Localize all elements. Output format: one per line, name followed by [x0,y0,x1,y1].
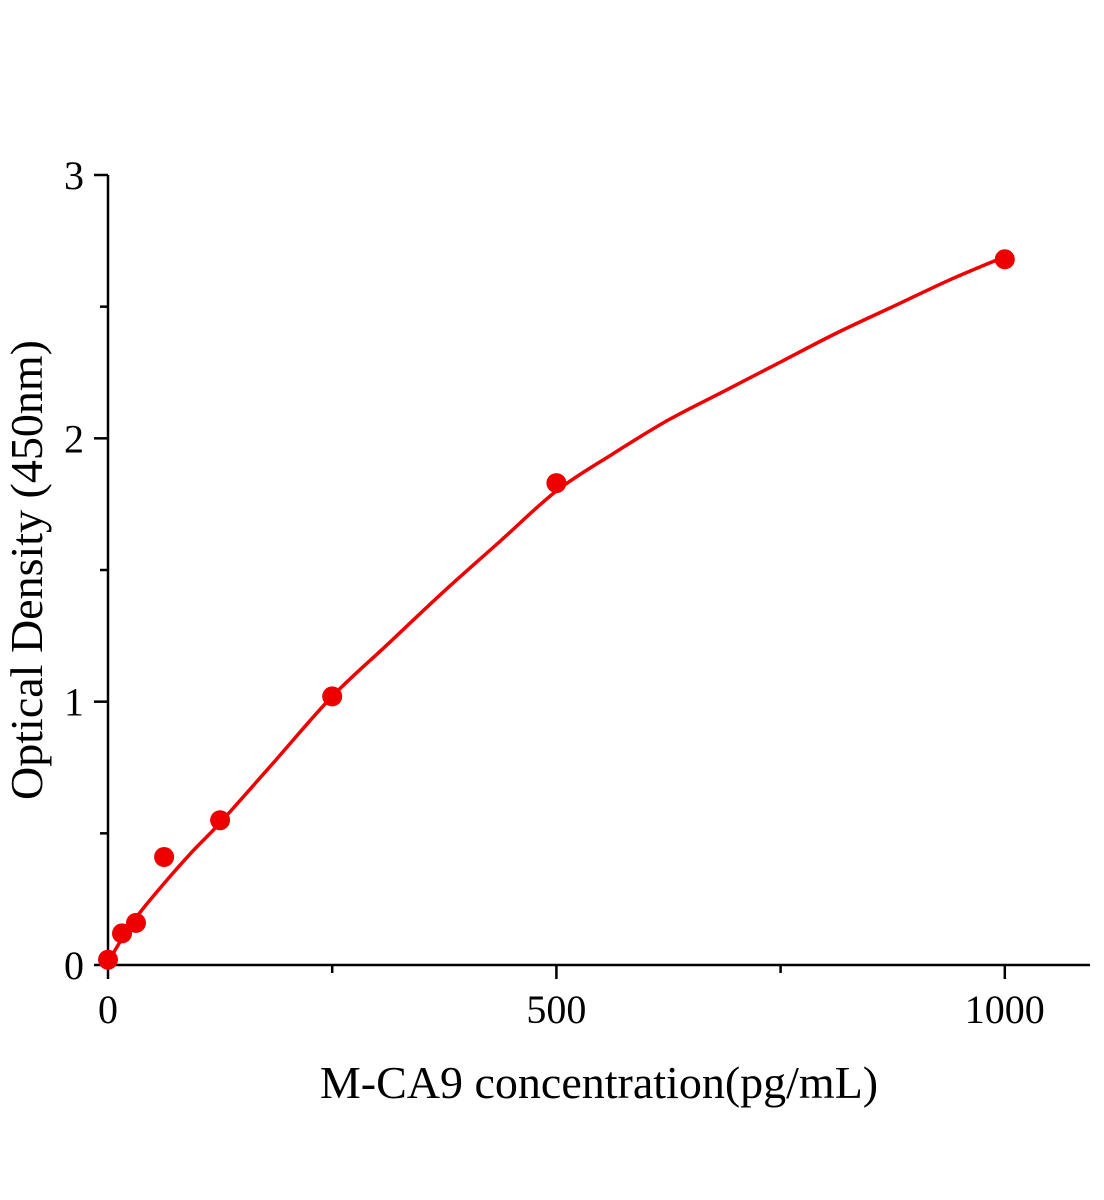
x-ticks [106,965,1007,979]
data-point [210,810,231,831]
x-tick-label: 500 [526,987,586,1032]
y-tick-label: 3 [64,153,84,198]
data-point [322,686,343,707]
data-points [98,249,1015,970]
data-point [112,923,132,944]
x-tick-labels: 0 500 1000 [98,987,1045,1032]
y-ticks [94,173,108,967]
y-tick-label: 2 [64,416,84,461]
fit-curve [106,254,1007,965]
data-point [546,473,567,494]
y-tick-labels: 0 1 2 3 [64,153,84,988]
standard-curve-path [106,254,1007,965]
data-point [994,249,1015,270]
y-axis-label: Optical Density (450nm) [1,340,52,800]
data-point [98,949,118,970]
y-tick-label: 1 [64,680,84,725]
data-point [126,912,146,933]
data-point [154,847,175,867]
axes [106,175,1090,967]
x-axis-label: M-CA9 concentration(pg/mL) [320,1057,878,1108]
x-tick-label: 0 [98,987,118,1032]
x-tick-label: 1000 [965,987,1045,1032]
y-tick-label: 0 [64,943,84,988]
